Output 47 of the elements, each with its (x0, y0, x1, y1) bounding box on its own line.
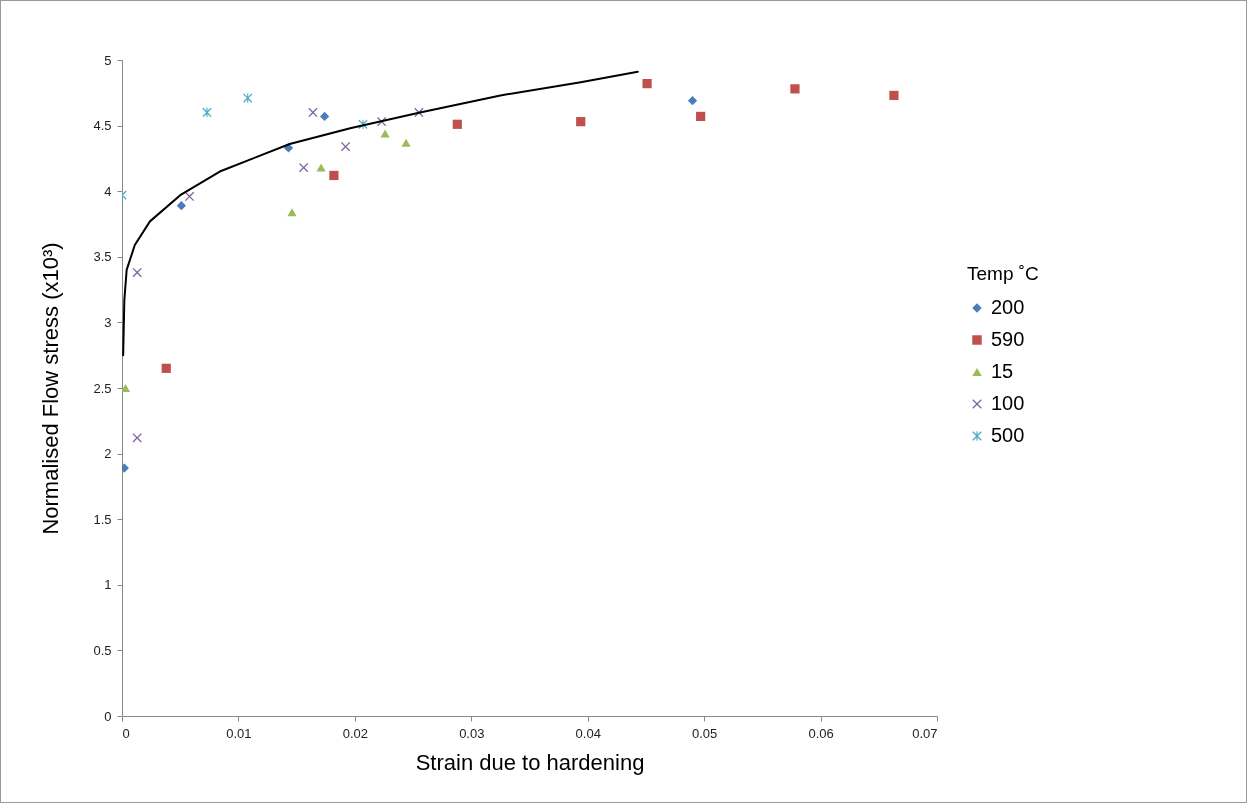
line-series (122, 70, 639, 357)
point (132, 267, 142, 278)
y-tick-label: 4 (104, 183, 112, 199)
point (176, 201, 186, 211)
y-tick-label: 5 (104, 52, 112, 68)
y-tick-label: 1 (104, 577, 112, 593)
point (696, 111, 706, 122)
point (329, 170, 339, 181)
x-axis-title: Strain due to hardening (415, 749, 645, 775)
point (452, 119, 462, 129)
y-axis-title: Normalised Flow stress (x10³) (38, 242, 64, 535)
y-tick-label: 2 (104, 446, 112, 462)
x-tick-label: 0.07 (912, 725, 938, 741)
x-tick-label: 0.03 (459, 725, 485, 741)
x-tick-label: 0.04 (575, 725, 601, 741)
point (316, 163, 326, 172)
point (576, 117, 586, 127)
y-tick-label: 1.5 (93, 511, 112, 527)
point (790, 84, 800, 94)
point (642, 79, 652, 89)
x-tick-label: 0 (122, 725, 130, 741)
legend-label: 15 (991, 360, 1014, 382)
y-tick-label: 3 (104, 314, 112, 330)
x-tick-label: 0.06 (808, 725, 834, 741)
y-tick-label: 0.5 (93, 642, 112, 658)
x-tick-label: 0.01 (226, 725, 252, 741)
point (161, 363, 171, 373)
y-tick-label: 4.5 (93, 118, 112, 134)
legend-label: 100 (991, 392, 1025, 414)
point (319, 111, 330, 122)
legend-label: 590 (991, 328, 1025, 350)
y-tick-label: 2.5 (93, 380, 112, 396)
point (308, 107, 318, 118)
point (243, 93, 253, 103)
legend-label: 500 (991, 424, 1025, 446)
x-tick-label: 0.02 (342, 725, 369, 741)
legend-title: Temp ˚C (967, 263, 1039, 284)
point (401, 138, 411, 147)
legend-label: 200 (991, 296, 1025, 318)
point (889, 90, 899, 101)
x-tick-label: 0.05 (691, 725, 718, 741)
point (287, 208, 297, 217)
y-tick-label: 3.5 (93, 249, 112, 265)
point (202, 107, 212, 118)
point (687, 96, 698, 106)
point (122, 384, 131, 392)
y-tick-label: 0 (104, 708, 112, 724)
